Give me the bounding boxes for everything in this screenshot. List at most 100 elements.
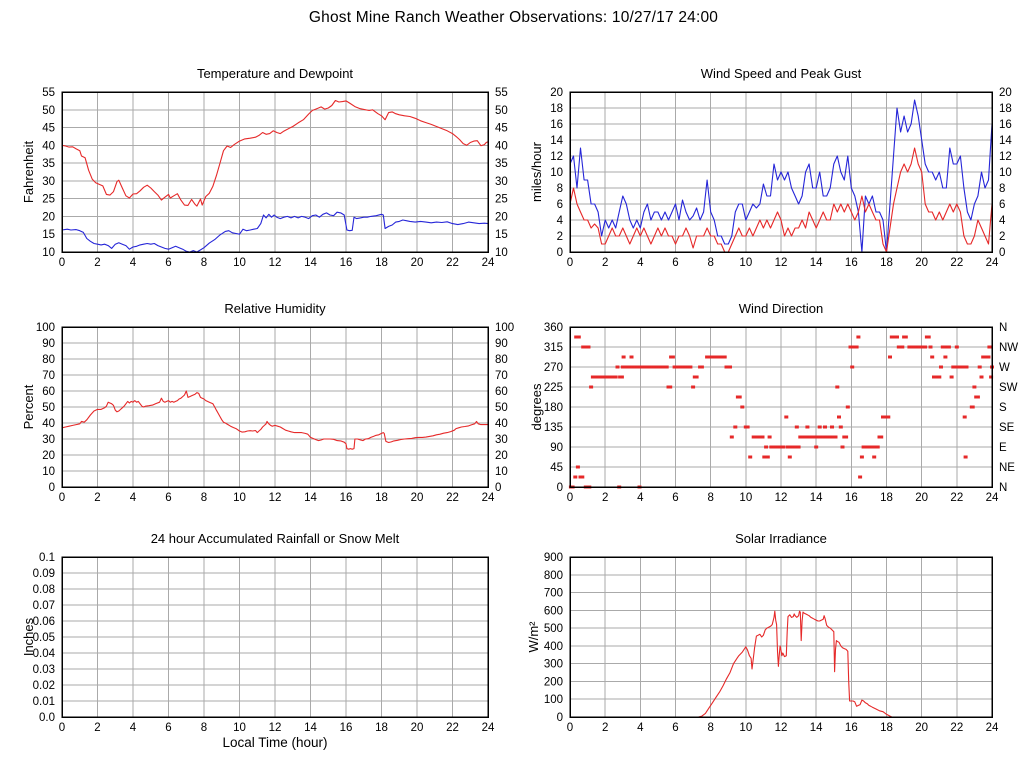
svg-text:35: 35 <box>495 158 508 170</box>
svg-text:4: 4 <box>130 492 137 504</box>
svg-text:16: 16 <box>340 722 353 734</box>
svg-text:600: 600 <box>544 605 563 617</box>
svg-text:24: 24 <box>986 257 999 269</box>
svg-text:400: 400 <box>544 641 563 653</box>
svg-text:6: 6 <box>672 257 678 269</box>
svg-text:24: 24 <box>986 722 999 734</box>
humidity-chart-title: Relative Humidity <box>224 301 326 316</box>
svg-text:12: 12 <box>269 257 282 269</box>
svg-text:50: 50 <box>42 105 55 117</box>
svg-text:50: 50 <box>42 402 55 414</box>
svg-text:60: 60 <box>495 386 508 398</box>
svg-text:135: 135 <box>544 422 563 434</box>
svg-text:35: 35 <box>42 158 55 170</box>
svg-text:22: 22 <box>446 492 459 504</box>
relative-humidity-grid <box>62 327 488 487</box>
svg-text:SE: SE <box>999 422 1015 434</box>
temperature-dewpoint-grid <box>62 92 488 252</box>
svg-text:16: 16 <box>845 722 858 734</box>
svg-text:14: 14 <box>550 135 563 147</box>
relative-humidity-line <box>61 390 488 450</box>
temperature-dewpoint-plot-border <box>61 91 489 253</box>
svg-text:18: 18 <box>375 722 388 734</box>
svg-text:22: 22 <box>950 722 963 734</box>
svg-text:0.01: 0.01 <box>33 696 55 708</box>
svg-text:8: 8 <box>201 492 207 504</box>
svg-text:40: 40 <box>42 140 55 152</box>
wind-speed-y-axis-label: miles/hour <box>529 142 544 202</box>
solar-irradiance-tick-labels: 0 2 4 6 8 10 12 14 16 18 20 22 240100200300400500600… <box>544 552 999 734</box>
svg-text:4: 4 <box>999 215 1006 227</box>
svg-text:60: 60 <box>42 386 55 398</box>
svg-text:0: 0 <box>557 712 563 724</box>
wind-direction-grid <box>570 327 992 487</box>
svg-text:22: 22 <box>446 257 459 269</box>
svg-text:0.05: 0.05 <box>33 632 55 644</box>
svg-text:30: 30 <box>495 434 508 446</box>
svg-text:30: 30 <box>495 176 508 188</box>
svg-text:70: 70 <box>495 370 508 382</box>
svg-text:0: 0 <box>567 722 573 734</box>
svg-text:50: 50 <box>495 105 508 117</box>
svg-text:14: 14 <box>999 135 1012 147</box>
svg-text:16: 16 <box>340 257 353 269</box>
svg-text:45: 45 <box>42 123 55 135</box>
svg-text:16: 16 <box>340 492 353 504</box>
svg-text:10: 10 <box>550 167 563 179</box>
svg-text:800: 800 <box>544 570 563 582</box>
svg-text:14: 14 <box>810 722 823 734</box>
svg-text:20: 20 <box>915 257 928 269</box>
svg-text:180: 180 <box>544 402 563 414</box>
svg-text:10: 10 <box>233 722 246 734</box>
svg-text:20: 20 <box>495 211 508 223</box>
svg-text:SW: SW <box>999 382 1018 394</box>
svg-text:30: 30 <box>42 176 55 188</box>
svg-text:8: 8 <box>707 492 713 504</box>
svg-text:6: 6 <box>672 722 678 734</box>
wind-direction-plot-border <box>569 326 993 488</box>
svg-text:2: 2 <box>602 492 608 504</box>
svg-text:0.04: 0.04 <box>33 648 56 660</box>
wind-direction-points <box>568 335 994 489</box>
svg-text:16: 16 <box>845 492 858 504</box>
svg-text:0.02: 0.02 <box>33 680 55 692</box>
svg-text:700: 700 <box>544 588 563 600</box>
svg-text:14: 14 <box>304 257 317 269</box>
svg-text:90: 90 <box>550 442 563 454</box>
svg-text:10: 10 <box>739 257 752 269</box>
svg-text:90: 90 <box>42 338 55 350</box>
wind-direction-y-axis-label: degrees <box>529 383 544 431</box>
svg-text:14: 14 <box>810 257 823 269</box>
svg-text:6: 6 <box>165 722 171 734</box>
svg-text:15: 15 <box>42 229 55 241</box>
svg-text:18: 18 <box>375 492 388 504</box>
svg-text:24: 24 <box>482 722 495 734</box>
svg-text:14: 14 <box>304 492 317 504</box>
svg-text:12: 12 <box>269 492 282 504</box>
svg-text:22: 22 <box>950 257 963 269</box>
svg-text:8: 8 <box>557 183 563 195</box>
svg-text:8: 8 <box>707 257 713 269</box>
svg-text:12: 12 <box>775 722 788 734</box>
svg-text:20: 20 <box>42 211 55 223</box>
svg-text:NE: NE <box>999 462 1015 474</box>
wind-speed-chart-title: Wind Speed and Peak Gust <box>700 66 862 81</box>
svg-text:20: 20 <box>915 722 928 734</box>
svg-text:500: 500 <box>544 623 563 635</box>
svg-text:20: 20 <box>915 492 928 504</box>
svg-text:0.0: 0.0 <box>39 712 55 724</box>
svg-text:25: 25 <box>42 194 55 206</box>
svg-text:0: 0 <box>49 482 55 494</box>
peak-gust-line <box>569 99 993 253</box>
svg-text:10: 10 <box>739 722 752 734</box>
svg-text:24: 24 <box>482 257 495 269</box>
svg-text:18: 18 <box>880 492 893 504</box>
svg-text:15: 15 <box>495 229 508 241</box>
svg-text:20: 20 <box>999 87 1012 99</box>
svg-text:18: 18 <box>880 257 893 269</box>
